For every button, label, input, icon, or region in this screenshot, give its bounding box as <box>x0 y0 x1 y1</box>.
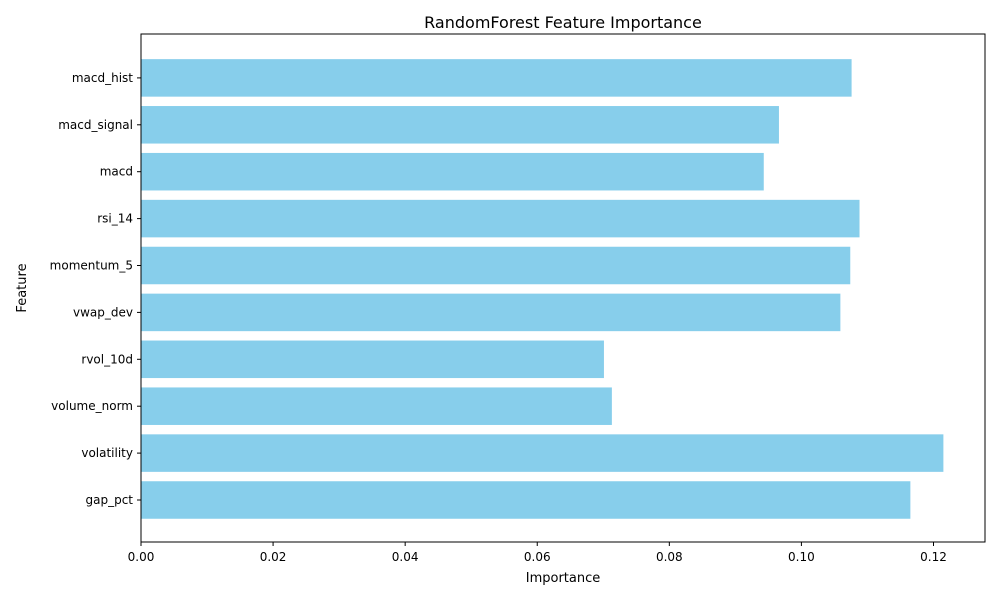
bar-rvol_10d <box>141 340 604 379</box>
bar-momentum_5 <box>141 246 851 285</box>
bar-vwap_dev <box>141 293 841 332</box>
bar-macd_hist <box>141 59 852 97</box>
chart-title: RandomForest Feature Importance <box>424 13 702 32</box>
y-axis-label: Feature <box>15 263 30 312</box>
bar-volume_norm <box>141 387 612 425</box>
y-tick-label-volatility: volatility <box>81 446 133 460</box>
x-tick-label: 0.06 <box>524 550 551 564</box>
y-tick-label-vwap_dev: vwap_dev <box>73 305 133 319</box>
x-tick-label: 0.12 <box>920 550 947 564</box>
y-tick-label-volume_norm: volume_norm <box>51 399 133 413</box>
y-tick-label-rsi_14: rsi_14 <box>97 212 133 226</box>
x-tick-label: 0.02 <box>260 550 287 564</box>
bar-gap_pct <box>141 481 911 519</box>
y-tick-label-macd: macd <box>100 165 133 179</box>
y-axis-ticks: gap_pct volatility volume_norm rvol_10d vwap… <box>50 71 141 507</box>
y-tick-label-macd_signal: macd_signal <box>58 118 133 132</box>
bar-macd_signal <box>141 106 779 144</box>
bar-rsi_14 <box>141 199 860 238</box>
y-tick-label-macd_hist: macd_hist <box>72 71 133 85</box>
y-tick-label-gap_pct: gap_pct <box>85 493 133 507</box>
plot-frame <box>140 33 986 543</box>
bar-volatility <box>141 434 944 472</box>
x-tick-label: 0.04 <box>392 550 419 564</box>
bars-group <box>141 59 944 519</box>
x-tick-label: 0.10 <box>788 550 815 564</box>
x-axis-ticks: 0.00 0.02 0.04 0.06 0.08 0.10 0.12 <box>128 542 947 564</box>
y-tick-label-rvol_10d: rvol_10d <box>81 352 133 366</box>
x-tick-label: 0.08 <box>656 550 683 564</box>
x-axis-label: Importance <box>526 571 601 586</box>
x-tick-label: 0.00 <box>128 550 155 564</box>
bar-macd <box>141 152 764 191</box>
y-tick-label-momentum_5: momentum_5 <box>50 259 133 273</box>
